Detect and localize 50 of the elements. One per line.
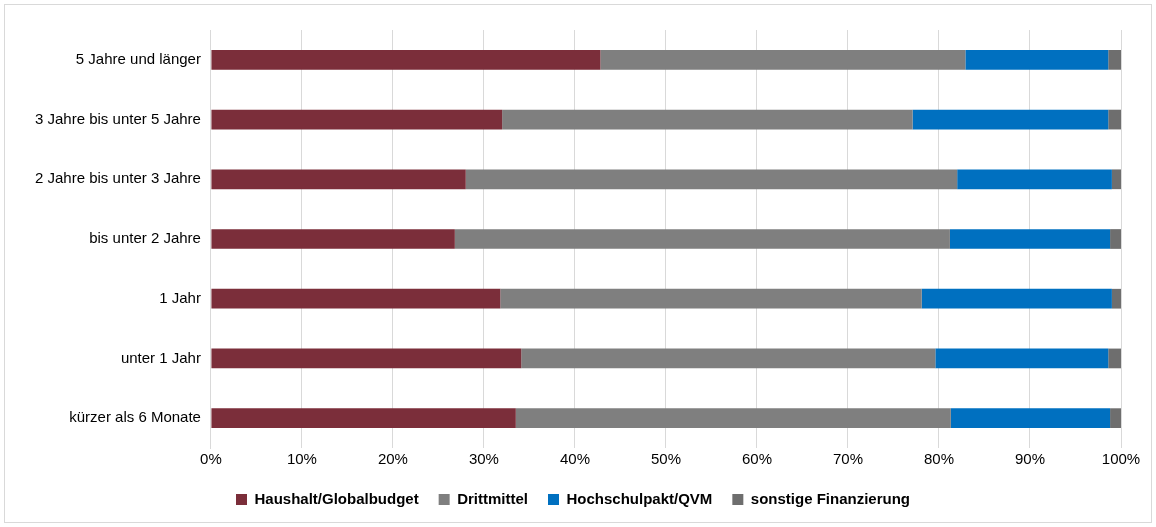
bar — [211, 109, 503, 130]
x-tick-label: 70% — [832, 450, 863, 468]
y-tick-label: unter 1 Jahr — [120, 348, 201, 366]
bar — [957, 169, 1112, 190]
x-tick-label: 0% — [200, 450, 222, 468]
x-tick-label: 60% — [741, 450, 772, 468]
bar — [935, 348, 1109, 369]
y-tick-label: 3 Jahre bis unter 5 Jahre — [34, 109, 201, 127]
bar — [521, 348, 936, 369]
x-tick-label: 30% — [468, 450, 499, 468]
legend-label: Drittmittel — [457, 489, 528, 507]
x-tick-label: 10% — [286, 450, 317, 468]
bar — [211, 408, 516, 428]
bar — [500, 288, 922, 309]
bar — [912, 109, 1109, 130]
bar — [1111, 288, 1121, 309]
bar — [600, 50, 966, 70]
bar — [502, 109, 913, 130]
x-tick-label: 40% — [559, 450, 590, 468]
bar — [921, 288, 1112, 309]
x-tick-label: 90% — [1014, 450, 1046, 468]
bar — [515, 408, 951, 428]
y-tick-label: 2 Jahre bis unter 3 Jahre — [34, 169, 201, 187]
x-tick-label: 20% — [377, 450, 408, 468]
bar — [465, 169, 958, 190]
x-tick-label: 80% — [923, 450, 954, 468]
bar — [1108, 50, 1121, 70]
bar — [1108, 109, 1121, 130]
bar — [211, 229, 455, 249]
bar — [949, 229, 1111, 249]
y-tick-label: 1 Jahr — [159, 288, 201, 306]
x-tick-label: 100% — [1101, 450, 1141, 468]
y-tick-label: 5 Jahre und länger — [75, 50, 201, 67]
bar — [454, 229, 950, 249]
y-tick-label: kürzer als 6 Monate — [69, 408, 201, 426]
bar — [211, 288, 501, 309]
legend-label: Haushalt/Globalbudget — [254, 489, 419, 507]
bar — [965, 50, 1109, 70]
bar — [1108, 348, 1121, 369]
bar — [211, 169, 466, 190]
bar — [211, 348, 522, 369]
bar — [1110, 229, 1121, 249]
y-tick-label: bis unter 2 Jahre — [89, 229, 201, 247]
bar — [1110, 408, 1121, 428]
bar — [1111, 169, 1121, 190]
x-tick-label: 50% — [650, 450, 681, 468]
bar — [211, 50, 601, 70]
legend-label: Hochschulpakt/QVM — [566, 489, 713, 507]
legend-label: sonstige Finanzierung — [750, 489, 911, 507]
bar — [950, 408, 1111, 428]
